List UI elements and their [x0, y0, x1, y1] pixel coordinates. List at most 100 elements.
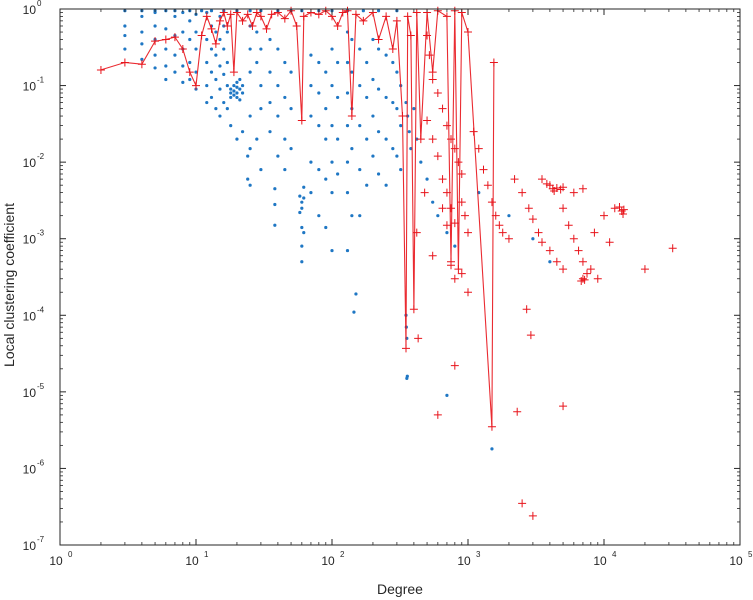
line-point-marker: [185, 68, 194, 77]
data-point: [324, 70, 328, 74]
line-point-marker: [223, 21, 232, 30]
data-point: [222, 100, 226, 105]
data-point: [317, 91, 321, 95]
data-point: [580, 275, 589, 284]
line-point-marker: [161, 35, 170, 44]
data-point: [283, 167, 287, 172]
data-point: [531, 237, 535, 241]
data-point: [225, 107, 229, 111]
data-point: [464, 288, 472, 297]
data-point: [173, 53, 177, 57]
data-point: [181, 30, 185, 34]
data-point: [640, 265, 649, 274]
data-point: [578, 184, 587, 193]
data-point: [354, 292, 358, 296]
data-point: [255, 30, 259, 34]
data-point: [358, 214, 362, 218]
data-point: [358, 124, 362, 128]
data-point: [289, 70, 293, 74]
line-point-marker: [96, 65, 105, 74]
data-point: [153, 53, 157, 57]
data-point: [358, 83, 362, 88]
data-point: [350, 70, 354, 74]
data-point: [433, 88, 442, 97]
data-point: [276, 114, 280, 118]
data-point: [317, 124, 321, 128]
data-point: [300, 200, 304, 204]
data-point: [534, 228, 543, 237]
line-point-marker: [489, 58, 498, 67]
data-point: [537, 238, 546, 247]
series-1: [96, 6, 677, 520]
data-point: [345, 191, 350, 195]
x-tick-label: 10: [729, 554, 743, 568]
data-point: [450, 219, 459, 228]
data-point: [376, 9, 381, 13]
data-point: [276, 154, 280, 158]
data-point: [545, 246, 554, 255]
data-point: [188, 77, 192, 82]
data-point: [438, 204, 447, 213]
y-tick-exponent: -3: [37, 229, 45, 238]
data-point: [273, 202, 277, 207]
line-point-marker: [351, 10, 360, 19]
data-point: [376, 47, 381, 51]
line-point-marker: [137, 60, 146, 69]
data-point: [559, 265, 568, 274]
line-point-marker: [487, 422, 496, 431]
data-point: [222, 47, 226, 51]
data-point: [412, 228, 421, 237]
line-point-marker: [403, 12, 412, 21]
data-point: [447, 261, 456, 270]
data-point: [419, 160, 423, 164]
y-tick-label: 10: [23, 309, 37, 323]
data-point: [235, 95, 239, 100]
x-tick-label: 10: [321, 554, 335, 568]
data-point: [361, 9, 365, 13]
data-point: [507, 214, 511, 218]
data-point: [600, 211, 608, 220]
data-point: [442, 188, 451, 197]
data-point: [619, 210, 628, 219]
data-point: [358, 167, 362, 172]
data-point: [164, 64, 168, 68]
data-point: [399, 167, 403, 172]
data-point: [513, 407, 522, 416]
y-tick-exponent: -7: [37, 535, 45, 544]
data-point: [259, 83, 263, 88]
data-point: [259, 167, 263, 172]
data-point: [218, 87, 222, 91]
data-point: [524, 204, 533, 213]
data-point: [181, 10, 185, 15]
data-point: [283, 95, 287, 100]
data-point: [450, 361, 459, 370]
data-point: [205, 83, 209, 88]
data-point: [300, 206, 304, 210]
data-point: [438, 175, 447, 184]
line-point-marker: [347, 112, 356, 121]
line-point-marker: [219, 8, 228, 17]
data-point: [268, 130, 272, 134]
line-point-marker: [454, 265, 463, 274]
data-point: [324, 177, 328, 181]
data-point: [235, 80, 239, 85]
data-point: [412, 107, 416, 111]
y-tick-exponent: -2: [37, 152, 45, 161]
data-point: [391, 60, 395, 65]
data-point: [209, 9, 214, 13]
data-point: [578, 257, 587, 266]
data-point: [232, 89, 236, 93]
data-point: [276, 47, 280, 51]
x-tick-exponent: 0: [68, 550, 73, 559]
data-point: [298, 194, 302, 198]
data-point: [259, 47, 263, 51]
data-point: [248, 70, 252, 74]
data-point: [391, 100, 395, 105]
line-point-marker: [192, 81, 200, 90]
data-point: [317, 60, 321, 65]
data-point: [407, 130, 411, 134]
data-point: [240, 83, 245, 88]
line-point-marker: [297, 116, 306, 125]
line-point-marker: [338, 8, 347, 17]
x-axis-label: Degree: [377, 581, 423, 597]
